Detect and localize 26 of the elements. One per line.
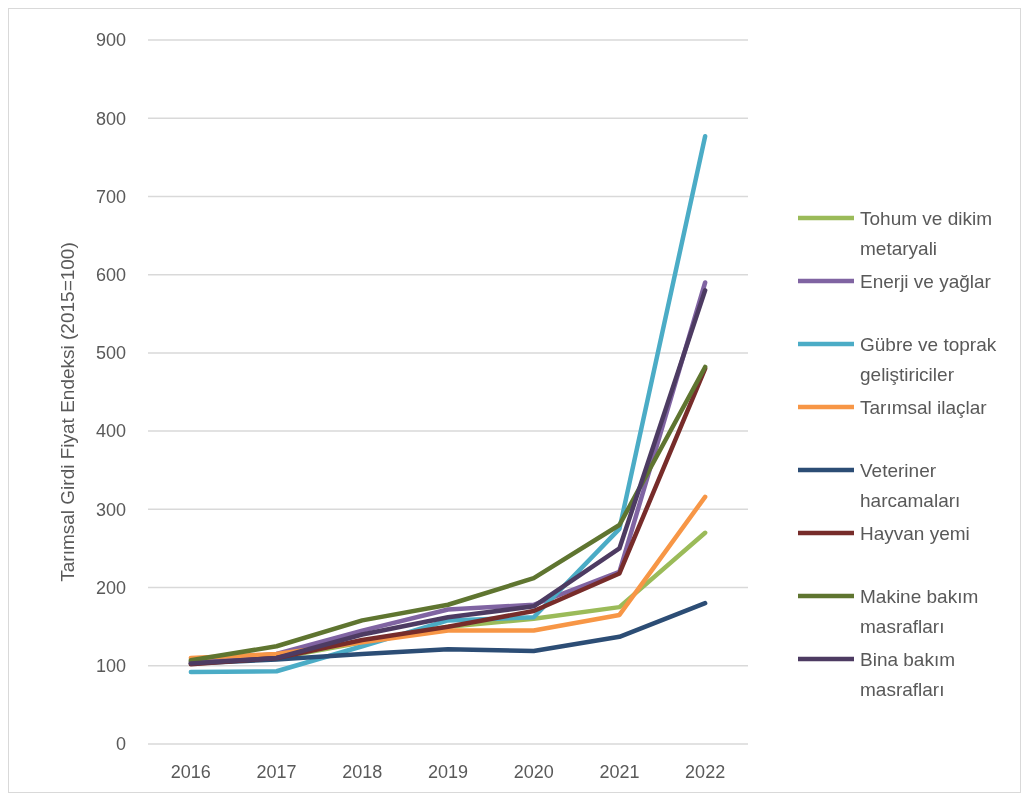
legend-label: Hayvan yemi	[860, 522, 970, 544]
x-tick-label: 2021	[599, 762, 640, 782]
y-tick-label: 200	[95, 577, 126, 598]
y-tick-label: 800	[95, 108, 126, 129]
legend-label: Veteriner harcamaları	[860, 459, 961, 512]
y-tick-label: 400	[95, 421, 126, 442]
y-axis-title: Tarımsal Girdi Fiyat Endeksi (2015=100)	[57, 242, 78, 582]
y-tick-label: 100	[95, 656, 126, 677]
y-tick-label: 500	[95, 343, 126, 364]
y-tick-label: 300	[95, 499, 126, 520]
x-tick-label: 2020	[513, 762, 554, 782]
x-tick-label: 2022	[685, 762, 726, 782]
legend-label: Gübre ve toprak geliştiriciler	[860, 333, 997, 386]
y-tick-label: 0	[115, 734, 126, 755]
legend-label: Tarımsal ilaçlar	[860, 396, 988, 418]
legend-label: Enerji ve yağlar	[860, 270, 992, 292]
x-tick-label: 2016	[170, 762, 211, 782]
y-tick-label: 600	[95, 264, 126, 285]
x-tick-label: 2018	[342, 762, 383, 782]
y-tick-label: 900	[95, 30, 126, 51]
legend-label: Makine bakım masrafları	[860, 585, 979, 638]
legend-label: Bina bakım masrafları	[860, 648, 956, 701]
x-tick-label: 2019	[427, 762, 469, 782]
legend-label: Tohum ve dikim metaryali	[860, 207, 992, 260]
x-tick-label: 2017	[256, 762, 297, 782]
y-tick-label: 700	[95, 186, 126, 207]
